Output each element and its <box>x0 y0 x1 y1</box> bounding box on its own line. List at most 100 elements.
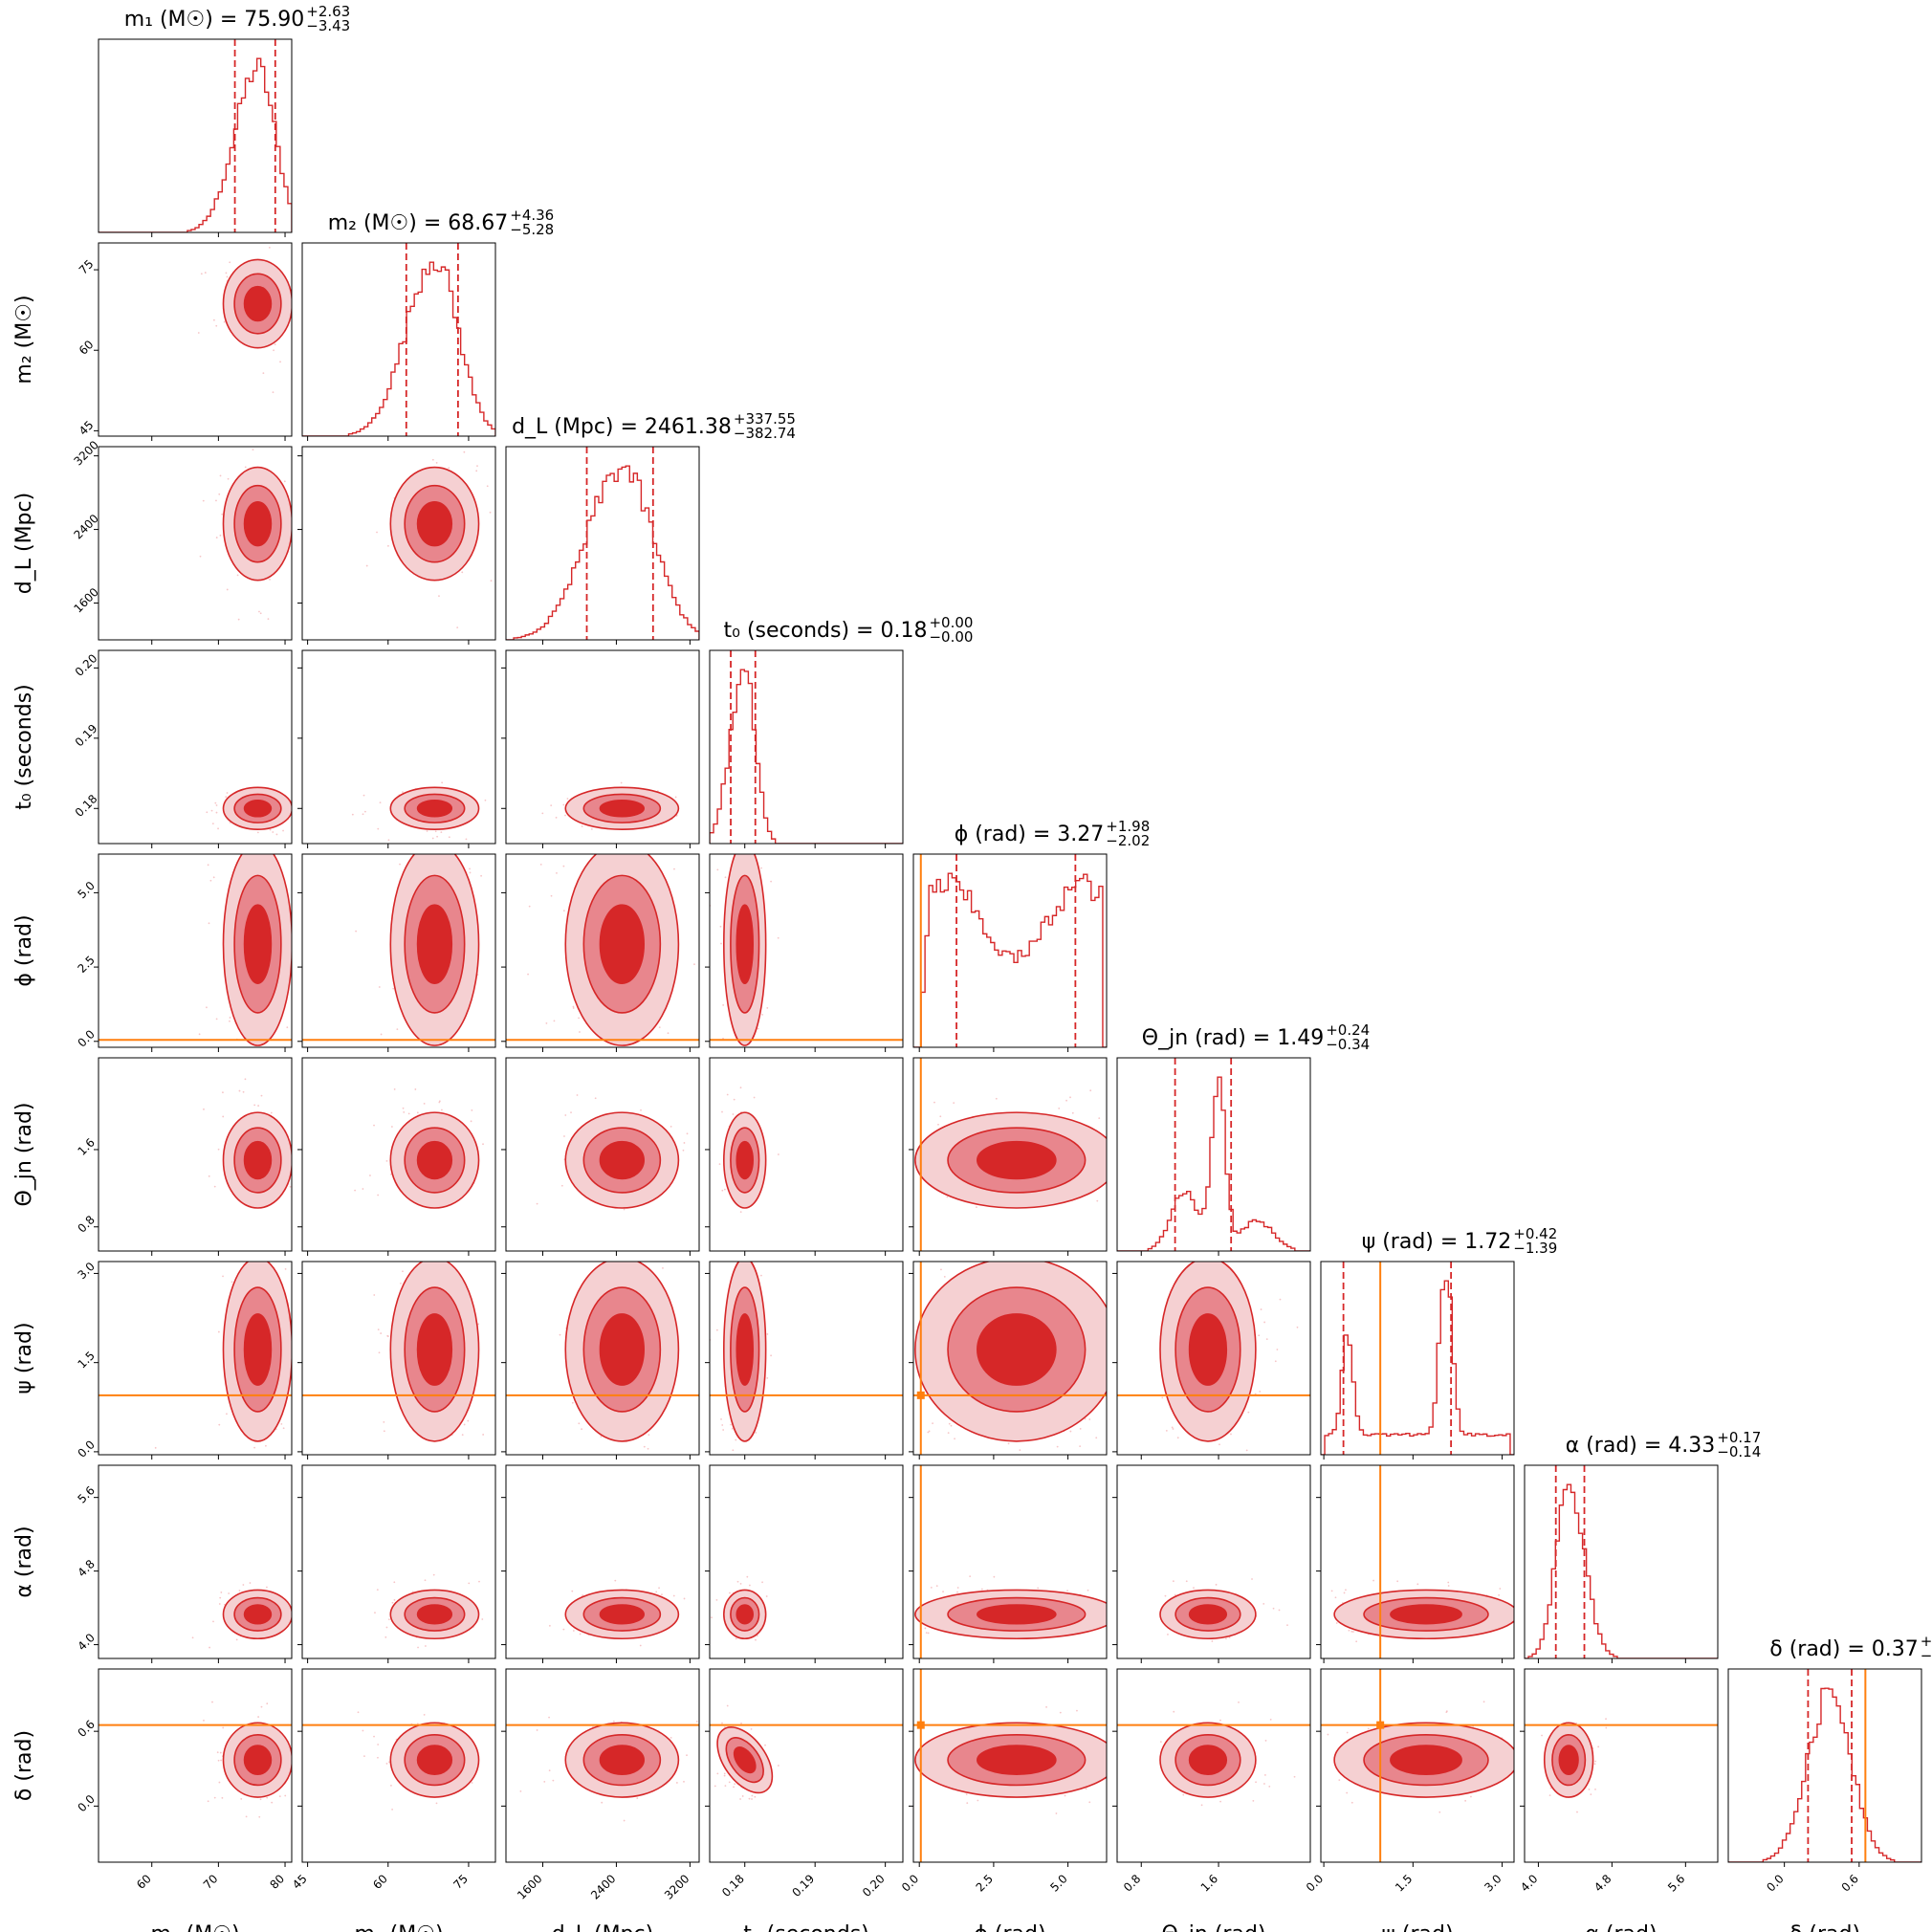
contour-level-3 <box>1558 1745 1579 1775</box>
scatter-point <box>623 1819 626 1822</box>
scatter-point <box>552 1779 555 1782</box>
scatter-point <box>423 1713 426 1716</box>
scatter-point <box>1264 1740 1267 1742</box>
scatter-point <box>924 1627 927 1630</box>
y-tick-label-alpha: 5.6 <box>75 1483 97 1505</box>
scatter-point <box>1278 1609 1281 1612</box>
scatter-point <box>260 1705 263 1708</box>
panel-t0-psi <box>705 1261 904 1460</box>
x-tick-label-dL: 1600 <box>515 1872 544 1901</box>
scatter-point <box>927 1632 930 1635</box>
scatter-point <box>1258 1334 1261 1337</box>
scatter-point <box>757 1027 759 1030</box>
scatter-point <box>1058 1107 1061 1109</box>
contour-level-3 <box>1188 1313 1228 1386</box>
scatter-point <box>257 1105 260 1107</box>
scatter-point <box>550 894 553 897</box>
scatter-point <box>721 1722 723 1724</box>
scatter-point <box>956 1587 959 1589</box>
scatter-point <box>231 1281 233 1284</box>
scatter-point <box>211 823 214 825</box>
contour-level-3 <box>416 1140 453 1180</box>
scatter-point <box>438 595 440 598</box>
scatter-point <box>226 792 229 794</box>
scatter-point <box>739 1798 741 1800</box>
scatter-point <box>286 1026 289 1029</box>
scatter-point <box>434 830 437 833</box>
err-minus-dL: −382.74 <box>734 425 796 442</box>
panel-m1-phi: 0.0 2.5 5.0 <box>75 853 293 1052</box>
panel-dL-delta: 1600 2400 3200 <box>501 1668 700 1902</box>
scatter-point <box>1165 1429 1168 1432</box>
scatter-point <box>559 1333 561 1336</box>
scatter-point <box>390 1126 393 1128</box>
contour-level-3 <box>243 285 273 322</box>
scatter-point <box>1219 1719 1221 1722</box>
scatter-point <box>670 1736 672 1739</box>
scatter-point <box>402 1107 405 1109</box>
scatter-point <box>484 799 487 801</box>
scatter-point <box>385 1763 388 1765</box>
scatter-point <box>1182 1793 1185 1796</box>
scatter-point <box>257 1716 260 1718</box>
scatter-point <box>284 1794 287 1797</box>
scatter-point <box>202 499 205 502</box>
contour-level-3 <box>1188 1745 1228 1775</box>
scatter-point <box>211 1701 213 1703</box>
scatter-point <box>448 836 450 839</box>
scatter-point <box>732 1449 735 1452</box>
scatter-point <box>469 871 472 874</box>
scatter-point <box>219 1596 222 1599</box>
panel-m2-dL <box>297 446 496 645</box>
scatter-point <box>1338 1779 1341 1782</box>
scatter-point <box>735 1438 737 1441</box>
panel-m1-t0: 0.18 0.19 0.20 <box>73 649 293 848</box>
hist-panel-m2: m₂ (M☉) = 68.67 +4.36−5.28 <box>301 207 554 441</box>
title-alpha: α (rad) = 4.33 <box>1566 1434 1716 1458</box>
title-dL: d_L (Mpc) = 2461.38 <box>512 415 732 439</box>
scatter-point <box>215 1018 218 1021</box>
scatter-point <box>1037 1587 1040 1590</box>
x-tick-label-delta: 0.0 <box>1764 1872 1786 1894</box>
scatter-point <box>271 1801 274 1804</box>
scatter-point <box>751 1794 754 1797</box>
panel-frame <box>98 853 293 1048</box>
scatter-point <box>935 1585 938 1588</box>
scatter-point <box>388 1761 390 1764</box>
scatter-point <box>351 813 354 816</box>
scatter-point <box>686 1132 689 1135</box>
scatter-point <box>1211 1640 1214 1642</box>
scatter-point <box>217 827 219 830</box>
scatter-point <box>724 876 727 879</box>
scatter-point <box>1088 1418 1091 1420</box>
scatter-point <box>438 1101 441 1104</box>
title-phi: ϕ (rad) = 3.27 <box>955 823 1105 846</box>
scatter-point <box>1296 1326 1299 1328</box>
scatter-point <box>1352 1631 1354 1633</box>
scatter-point <box>943 1275 946 1278</box>
histogram-m2 <box>302 261 495 436</box>
scatter-point <box>730 1423 732 1426</box>
scatter-point <box>482 1143 484 1146</box>
scatter-point <box>403 1111 406 1113</box>
x-tick-label-t0: 0.19 <box>790 1872 818 1899</box>
err-plus-alpha: +0.17 <box>1717 1429 1761 1446</box>
scatter-point <box>269 578 271 581</box>
scatter-point <box>600 1436 603 1438</box>
scatter-point <box>206 811 209 814</box>
scatter-point <box>468 1582 471 1585</box>
scatter-point <box>213 1796 216 1799</box>
x-axis-label-m2: m₂ (M☉) <box>354 1922 443 1932</box>
y-tick-label-phi: 2.5 <box>75 954 97 976</box>
scatter-point <box>721 1189 724 1192</box>
contour-level-3 <box>735 1140 755 1180</box>
scatter-point <box>928 1430 931 1433</box>
scatter-point <box>1095 1437 1098 1439</box>
panel-frame <box>98 649 293 845</box>
contour-level-3 <box>1390 1745 1462 1775</box>
scatter-point <box>198 1033 201 1036</box>
y-tick-label-alpha: 4.0 <box>75 1631 97 1653</box>
scatter-point <box>240 1797 243 1800</box>
scatter-point <box>282 829 284 832</box>
scatter-point <box>995 1097 998 1100</box>
